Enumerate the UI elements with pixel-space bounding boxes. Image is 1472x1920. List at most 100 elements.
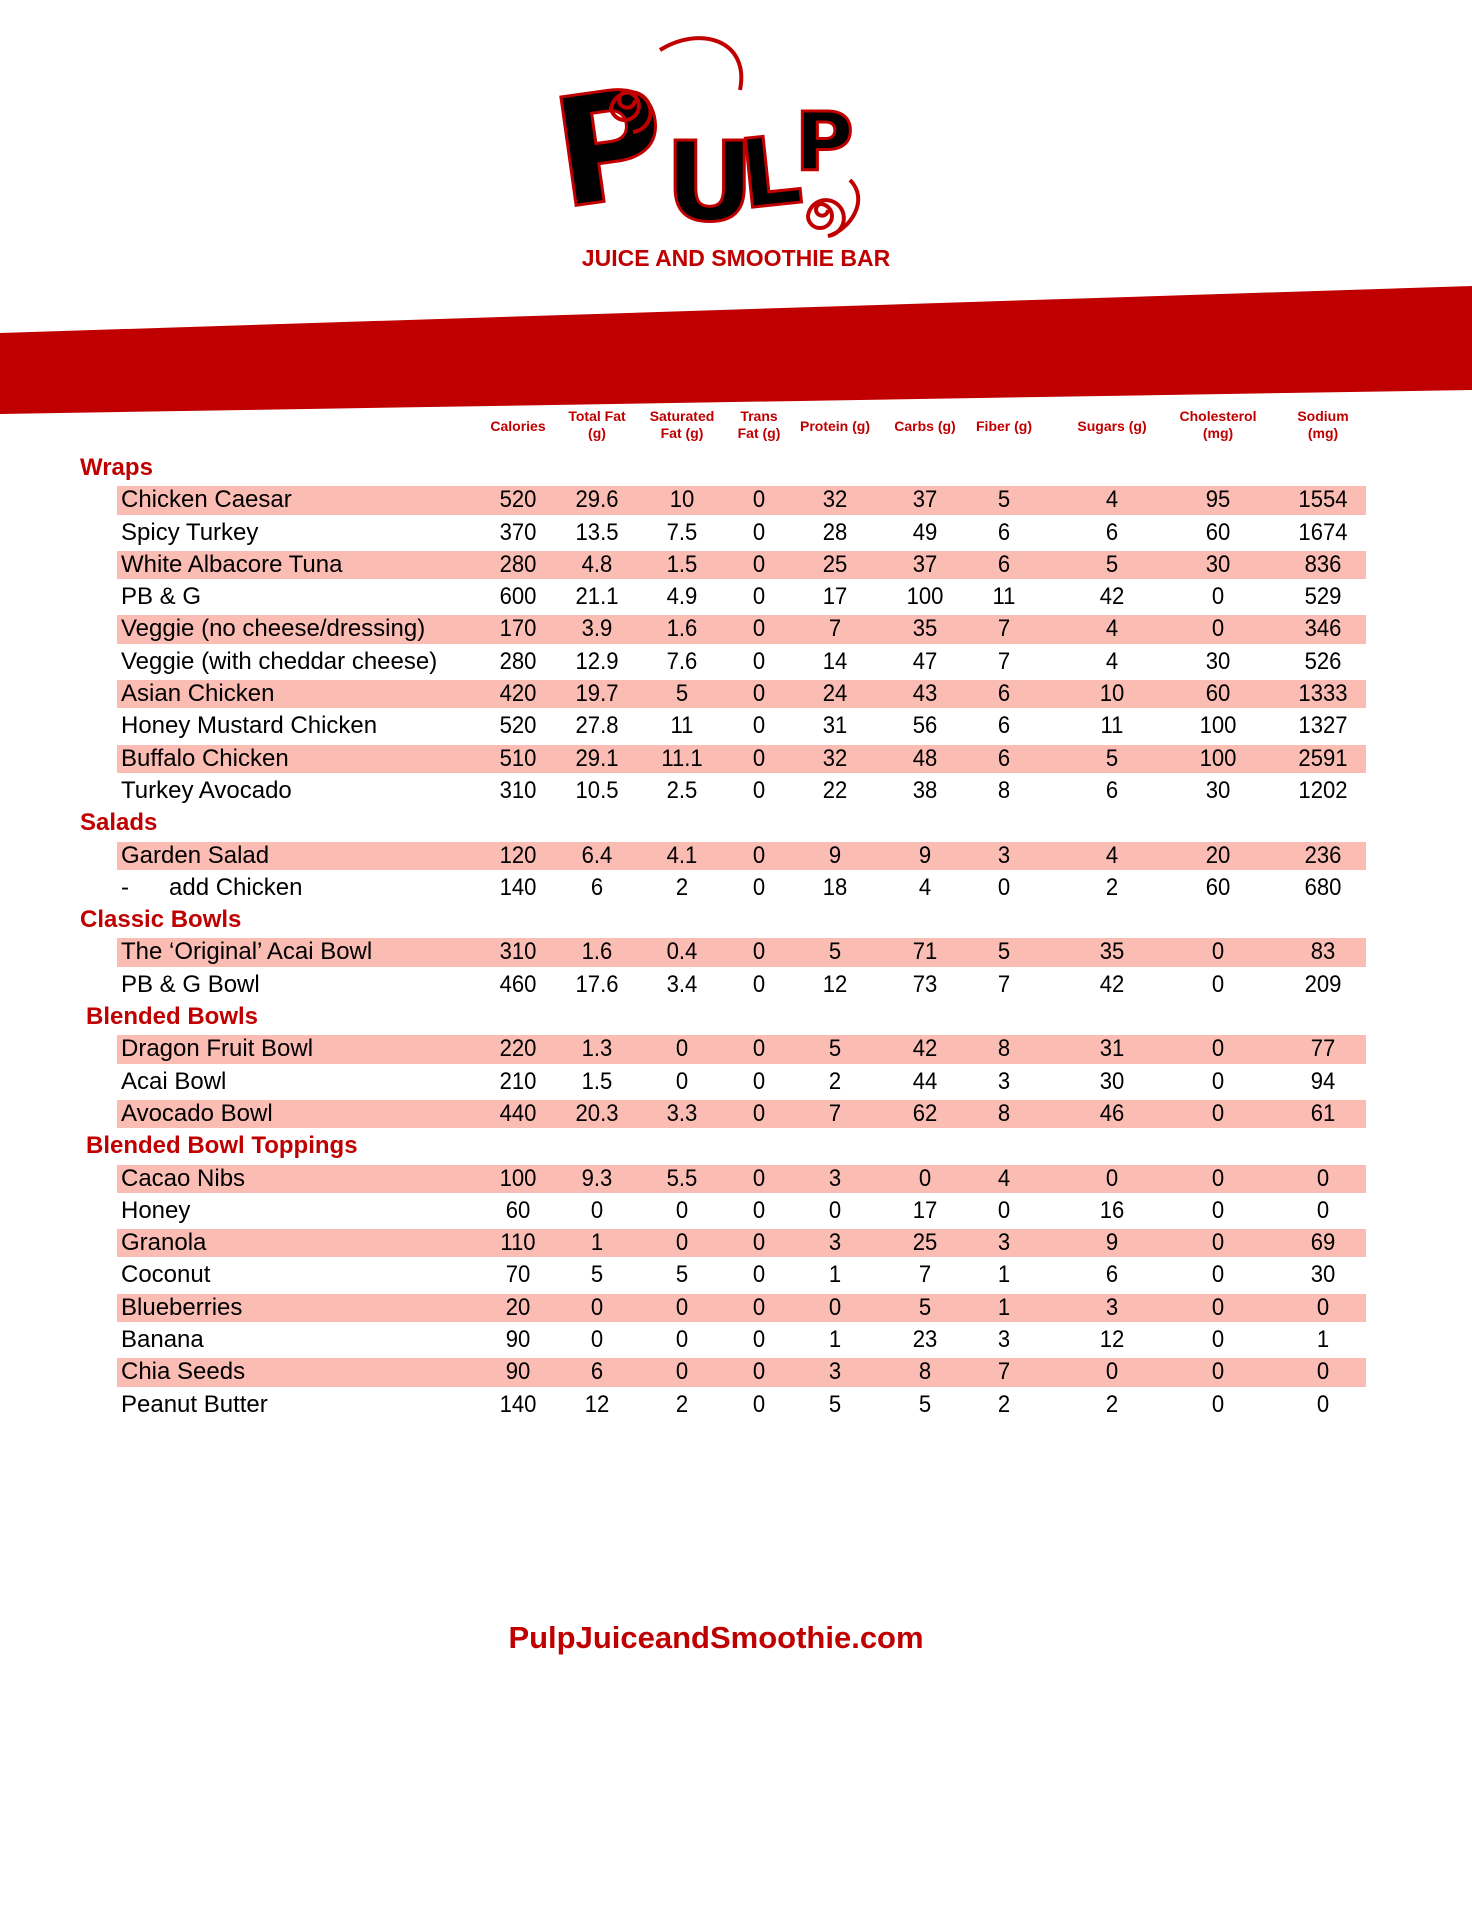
cell-value: 5: [675, 680, 689, 708]
cell-value: 7: [997, 970, 1011, 998]
cell-value: 5: [997, 938, 1011, 966]
table-row: Avocado Bowl 440 20.3 3.3 0 7 62 8 46 0 61: [0, 1098, 1472, 1130]
cell-value: 0: [752, 647, 766, 675]
cell-value: 0: [675, 1229, 689, 1257]
nutrition-table: Wraps Chicken Caesar 520 29.6 10 0 32 37 5 4 95 155…: [0, 452, 1472, 1421]
cell-value: 47: [912, 647, 938, 675]
cell-value: 5: [828, 1390, 842, 1418]
cell-value: 60: [505, 1196, 531, 1224]
cell-value: 0: [1211, 583, 1225, 611]
cell-value: 6.4: [581, 841, 613, 869]
cell-value: 8: [997, 1099, 1011, 1127]
table-row: Veggie (no cheese/dressing) 170 3.9 1.6 0 7 35…: [0, 613, 1472, 645]
cell-value: 6: [590, 873, 604, 901]
cell-value: 25: [822, 550, 848, 578]
cell-value: 14: [822, 647, 848, 675]
cell-value: 1554: [1298, 486, 1348, 514]
website-link[interactable]: PulpJuiceandSmoothie.com: [508, 1620, 924, 1655]
cell-value: 100: [499, 1164, 537, 1192]
cell-value: 20.3: [575, 1099, 619, 1127]
cell-value: 2: [675, 873, 689, 901]
cell-value: 4.9: [666, 583, 698, 611]
cell-value: 27.8: [575, 712, 619, 740]
cell-value: 520: [499, 712, 537, 740]
cell-value: 0: [828, 1196, 842, 1224]
item-name: Chia Seeds: [121, 1358, 246, 1386]
cell-value: 4.8: [581, 550, 613, 578]
item-name: Veggie (no cheese/dressing): [121, 615, 426, 643]
cell-value: 4.1: [666, 841, 698, 869]
cell-value: 21.1: [575, 583, 619, 611]
cell-value: 3: [828, 1229, 842, 1257]
cell-value: 35: [912, 615, 938, 643]
cell-value: 7.5: [666, 518, 698, 546]
item-name: Acai Bowl: [121, 1067, 227, 1095]
cell-value: 1.3: [581, 1035, 613, 1063]
cell-value: 43: [912, 680, 938, 708]
cell-value: 30: [1310, 1261, 1336, 1289]
item-name: Coconut: [121, 1261, 211, 1289]
cell-value: 220: [499, 1035, 537, 1063]
cell-value: 0: [1316, 1164, 1330, 1192]
cell-value: 30: [1099, 1067, 1125, 1095]
cell-value: 6: [1105, 518, 1119, 546]
cell-value: 61: [1310, 1099, 1336, 1127]
cell-value: 0: [752, 486, 766, 514]
cell-value: 4: [1105, 615, 1119, 643]
cell-value: 71: [912, 938, 938, 966]
item-name: Dragon Fruit Bowl: [121, 1035, 314, 1063]
table-row: Cacao Nibs 100 9.3 5.5 0 3 0 4 0 0 0: [0, 1163, 1472, 1195]
cell-value: 1674: [1298, 518, 1348, 546]
cell-value: 73: [912, 970, 938, 998]
cell-value: 7.6: [666, 647, 698, 675]
cell-value: 7: [828, 615, 842, 643]
table-row: Spicy Turkey 370 13.5 7.5 0 28 49 6 6 60 1674: [0, 517, 1472, 549]
cell-value: 16: [1099, 1196, 1125, 1224]
item-name: Chicken Caesar: [121, 486, 292, 514]
table-row: The ‘Original’ Acai Bowl 310 1.6 0.4 0 5 71 5 35…: [0, 936, 1472, 968]
cell-value: 10.5: [575, 776, 619, 804]
item-name: PB & G Bowl: [121, 970, 260, 998]
cell-value: 100: [906, 583, 944, 611]
cell-value: 5: [918, 1390, 932, 1418]
section-title: Blended Bowl Toppings: [86, 1132, 358, 1160]
table-row: Granola 110 1 0 0 3 25 3 9 0 69: [0, 1227, 1472, 1259]
cell-value: 25: [912, 1229, 938, 1257]
table-row: Asian Chicken 420 19.7 5 0 24 43 6 10 60 1333: [0, 678, 1472, 710]
subtitle: JUICE AND SMOOTHIE BAR: [581, 245, 891, 271]
cell-value: 100: [1199, 744, 1237, 772]
cell-value: 13.5: [575, 518, 619, 546]
cell-value: 529: [1304, 583, 1342, 611]
table-row: Garden Salad 120 6.4 4.1 0 9 9 3 4 20 236: [0, 840, 1472, 872]
cell-value: 7: [997, 647, 1011, 675]
cell-value: 5: [828, 1035, 842, 1063]
item-name: Veggie (with cheddar cheese): [121, 647, 438, 675]
table-row: - add Chicken 140 6 2 0 18 4 0 2 60 680: [0, 872, 1472, 904]
cell-value: 5: [828, 938, 842, 966]
cell-value: 12: [1099, 1326, 1125, 1354]
cell-value: 7: [997, 615, 1011, 643]
cell-value: 49: [912, 518, 938, 546]
cell-value: 0: [752, 1358, 766, 1386]
cell-value: 1327: [1298, 712, 1348, 740]
cell-value: 0: [1211, 1261, 1225, 1289]
cell-value: 0: [675, 1358, 689, 1386]
cell-value: 0: [1211, 970, 1225, 998]
cell-value: 4: [1105, 841, 1119, 869]
item-name: Granola: [121, 1229, 207, 1257]
cell-value: 280: [499, 550, 537, 578]
cell-value: 0: [1211, 1067, 1225, 1095]
table-row: Turkey Avocado 310 10.5 2.5 0 22 38 8 6 30 1202: [0, 775, 1472, 807]
item-name: Honey Mustard Chicken: [121, 712, 378, 740]
cell-value: 4: [997, 1164, 1011, 1192]
cell-value: 0: [1211, 1164, 1225, 1192]
cell-value: 46: [1099, 1099, 1125, 1127]
cell-value: 440: [499, 1099, 537, 1127]
cell-value: 600: [499, 583, 537, 611]
cell-value: 19.7: [575, 680, 619, 708]
cell-value: 29.6: [575, 486, 619, 514]
cell-value: 62: [912, 1099, 938, 1127]
cell-value: 12.9: [575, 647, 619, 675]
cell-value: 1: [828, 1261, 842, 1289]
table-row: Coconut 70 5 5 0 1 7 1 6 0 30: [0, 1259, 1472, 1291]
